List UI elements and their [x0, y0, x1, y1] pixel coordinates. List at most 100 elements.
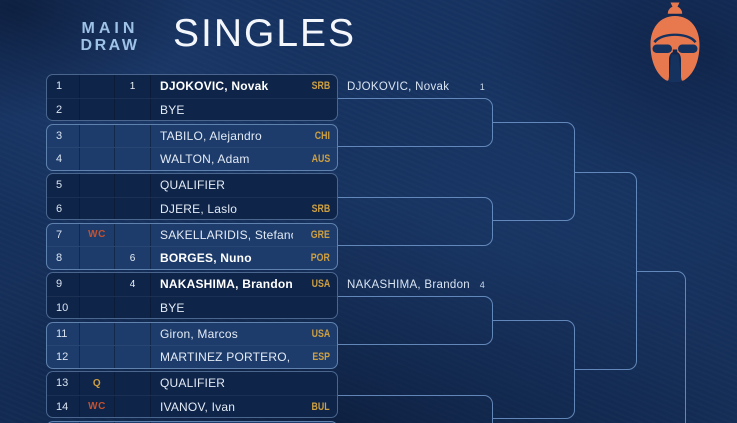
draw-row-empty	[47, 421, 337, 423]
draw-row-13: 13 Q QUALIFIER	[47, 372, 337, 396]
row-seed	[115, 148, 151, 170]
row-seed: 1	[115, 75, 151, 98]
player-name: DJOKOVIC, Novak	[160, 79, 269, 94]
country-code	[293, 297, 337, 319]
country-code: AUS	[293, 148, 337, 170]
row-position	[47, 421, 80, 423]
player-name: NAKASHIMA, Brandon	[160, 277, 293, 292]
draw-row-5: 5 QUALIFIER	[47, 174, 337, 198]
row-position: 2	[47, 98, 80, 120]
country-code-text: ESP	[312, 351, 330, 364]
player-name: QUALIFIER	[160, 178, 226, 193]
bracket-r2-match-4	[338, 394, 493, 423]
round2-player-2-name: NAKASHIMA, Brandon	[347, 279, 471, 291]
row-entry-tag	[80, 322, 115, 345]
row-seed	[115, 372, 151, 395]
country-code-text: SRB	[311, 202, 330, 215]
player-name: QUALIFIER	[160, 376, 226, 391]
bracket-r3-match-lower	[493, 320, 575, 420]
row-seed	[115, 421, 151, 423]
row-position: 3	[47, 124, 80, 147]
country-code	[293, 372, 337, 395]
row-seed	[115, 223, 151, 246]
country-code: SRB	[293, 75, 337, 98]
row-position: 11	[47, 322, 80, 345]
bracket-r3-match-upper	[493, 122, 575, 222]
row-entry-tag	[80, 124, 115, 147]
country-code-text: USA	[311, 327, 330, 340]
pair-box-4: 7 WC SAKELLARIDIS, Stefanos GRE 8 6 BORGES, Nu…	[46, 222, 338, 270]
draw-row-12: 12 MARTINEZ PORTERO, P. ESP	[47, 346, 337, 368]
country-code: SRB	[293, 198, 337, 220]
row-entry-tag	[80, 247, 115, 269]
player-name: SAKELLARIDIS, Stefanos	[160, 227, 293, 242]
row-seed	[115, 197, 151, 219]
row-entry-tag	[80, 197, 115, 219]
row-seed: 6	[115, 247, 151, 269]
row-seed: 4	[115, 273, 151, 296]
row-entry-tag	[80, 346, 115, 368]
country-code: USA	[293, 323, 337, 346]
country-code-text: SRB	[311, 80, 330, 93]
draw-row-4: 4 WALTON, Adam AUS	[47, 148, 337, 170]
row-position: 5	[47, 174, 80, 197]
draw-row-2: 2 BYE	[47, 98, 337, 121]
country-code: CHI	[293, 125, 337, 148]
country-code: POR	[293, 247, 337, 269]
country-code	[293, 99, 337, 121]
row-seed	[115, 124, 151, 147]
draw-row-10: 10 BYE	[47, 296, 337, 319]
draw-row-6: 6 DJERE, Laslo SRB	[47, 197, 337, 220]
row-entry-tag	[80, 296, 115, 318]
row-position: 14	[47, 395, 80, 417]
row-position: 7	[47, 223, 80, 246]
bracket-r2-match-2	[338, 196, 493, 246]
country-code-text: POR	[310, 252, 330, 265]
row-position: 10	[47, 296, 80, 318]
country-code	[293, 174, 337, 197]
country-code-text: AUS	[311, 153, 330, 166]
row-entry-tag: WC	[80, 395, 115, 417]
round2-player-2-seed: 4	[479, 280, 485, 290]
round2-player-1: DJOKOVIC, Novak 1	[347, 81, 485, 93]
draw-row-11: 11 Giron, Marcos USA	[47, 322, 337, 346]
round2-player-2: NAKASHIMA, Brandon 4	[347, 279, 485, 291]
bracket-r4-match	[575, 171, 637, 370]
main-draw-label: MAIN DRAW	[57, 20, 163, 54]
row-position: 4	[47, 148, 80, 170]
player-name: BORGES, Nuno	[160, 251, 252, 266]
main-draw-label-line2: DRAW	[80, 37, 140, 54]
draw-row-1: 1 1 DJOKOVIC, Novak SRB	[47, 75, 337, 99]
row-entry-tag	[80, 273, 115, 296]
country-code-text: USA	[311, 278, 330, 291]
draw-row-3: 3 TABILO, Alejandro CHI	[47, 124, 337, 148]
pair-box-5: 9 4 NAKASHIMA, Brandon USA 10 BYE	[46, 272, 338, 319]
row-seed	[115, 174, 151, 197]
spartan-helmet-icon	[650, 2, 700, 82]
bracket-final-connector	[637, 270, 686, 423]
country-code-text: BUL	[311, 400, 330, 413]
bracket-r2-match-1	[338, 97, 493, 147]
round2-player-1-name: DJOKOVIC, Novak	[347, 81, 450, 93]
draw-row-14: 14 WC IVANOV, Ivan BUL	[47, 395, 337, 417]
page-title: SINGLES	[173, 12, 357, 55]
row-entry-tag	[80, 421, 115, 423]
pair-box-6: 11 Giron, Marcos USA 12 MARTINEZ PORTERO, P.…	[46, 321, 338, 369]
row-seed	[115, 346, 151, 368]
player-name: WALTON, Adam	[160, 152, 250, 167]
bracket-r2-match-3	[338, 295, 493, 345]
row-position: 13	[47, 372, 80, 395]
country-code: USA	[293, 273, 337, 296]
pair-box-2: 3 TABILO, Alejandro CHI 4 WALTON, Adam AUS	[46, 123, 338, 171]
player-name: Giron, Marcos	[160, 326, 238, 341]
row-entry-tag	[80, 148, 115, 170]
pair-box-7: 13 Q QUALIFIER 14 WC IVANOV, Ivan BUL	[46, 371, 338, 418]
pair-box-1: 1 1 DJOKOVIC, Novak SRB 2 BYE	[46, 74, 338, 121]
country-code: ESP	[293, 346, 337, 368]
player-name: BYE	[160, 102, 185, 117]
player-name: TABILO, Alejandro	[160, 128, 262, 143]
row-position: 8	[47, 247, 80, 269]
draw-row-8: 8 6 BORGES, Nuno POR	[47, 247, 337, 269]
country-code-text: CHI	[314, 129, 330, 142]
round2-player-1-seed: 1	[479, 82, 485, 92]
